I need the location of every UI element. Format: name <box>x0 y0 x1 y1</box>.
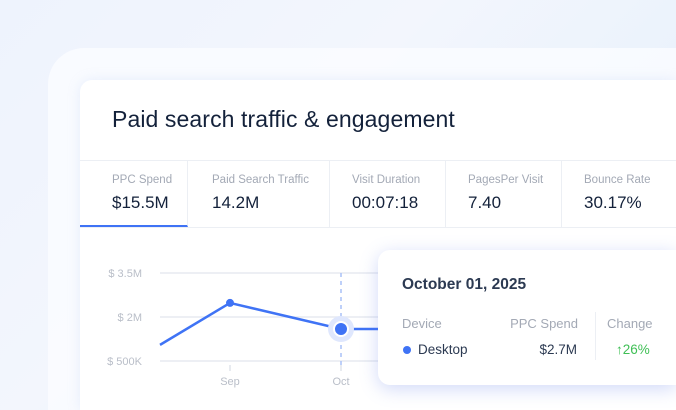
widget-title: Paid search traffic & engagement <box>112 106 455 132</box>
metric-value: 7.40 <box>468 193 502 212</box>
metric-tab-pages-per-visit[interactable]: PagesPer Visit 7.40 <box>446 161 562 227</box>
metric-label: Paid Search Traffic <box>212 174 309 186</box>
metric-tab-ppc-spend[interactable]: PPC Spend $15.5M <box>80 161 188 227</box>
device-color-dot <box>403 346 411 354</box>
metrics-tabs: PPC Spend $15.5M Paid Search Traffic 14.… <box>80 160 676 228</box>
chart-tooltip: October 01, 2025 Device PPC Spend Change… <box>378 250 676 385</box>
metric-tab-bounce-rate[interactable]: Bounce Rate 30.17% <box>562 161 676 227</box>
metric-label: PPC Spend <box>112 174 173 186</box>
metric-tab-paid-search-traffic[interactable]: Paid Search Traffic 14.2M <box>188 161 330 227</box>
metric-label: Visit Duration <box>352 174 421 186</box>
tooltip-change: ↑26% <box>616 342 650 357</box>
tooltip-spend: $2.7M <box>539 342 577 357</box>
tooltip-date: October 01, 2025 <box>402 276 527 293</box>
metric-label: Bounce Rate <box>584 174 651 186</box>
metric-value: $15.5M <box>112 193 169 212</box>
tooltip-divider <box>595 312 596 360</box>
metric-value: 30.17% <box>584 193 642 212</box>
tooltip-header-spend: PPC Spend <box>510 316 578 331</box>
tooltip-device: Desktop <box>418 342 468 357</box>
tooltip-header-device: Device <box>402 316 442 331</box>
tooltip-header-change: Change <box>607 316 653 331</box>
metric-label: PagesPer Visit <box>468 174 544 186</box>
metric-tab-visit-duration[interactable]: Visit Duration 00:07:18 <box>330 161 446 227</box>
metric-value: 14.2M <box>212 193 260 212</box>
metric-value: 00:07:18 <box>352 193 419 212</box>
